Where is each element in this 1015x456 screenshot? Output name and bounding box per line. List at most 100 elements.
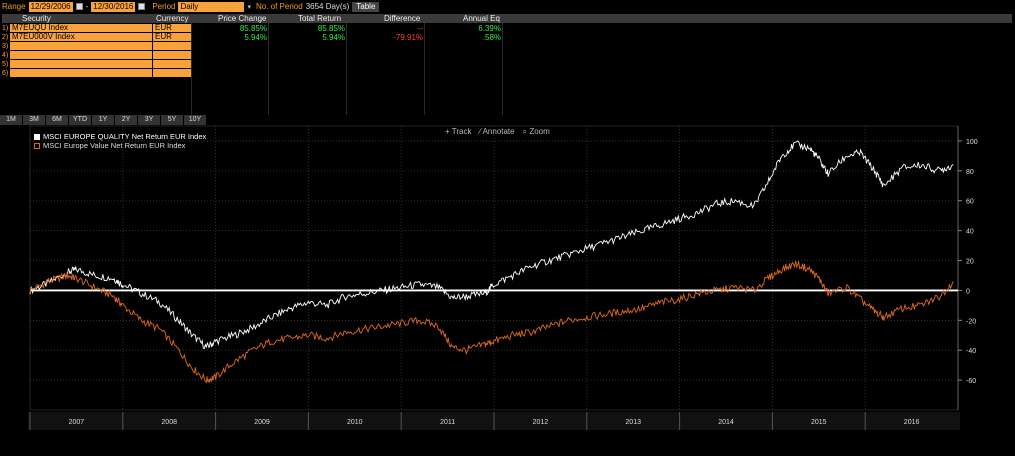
- x-tick-label: 2010: [347, 419, 363, 426]
- difference-value: --: [417, 24, 423, 33]
- period-10y-button[interactable]: 10Y: [184, 115, 206, 125]
- x-tick-label: 2015: [811, 419, 827, 426]
- currency-field[interactable]: [153, 51, 191, 59]
- table-row[interactable]: 2) M7EU000V Index EUR 5.94% 5.94% -79.91…: [2, 33, 1012, 43]
- y-tick-label: 80: [966, 169, 974, 176]
- legend-swatch: [34, 142, 40, 149]
- security-field[interactable]: [10, 60, 152, 68]
- range-dash: -: [85, 2, 89, 11]
- header-annual-eq: Annual Eq: [463, 14, 500, 23]
- total-return-value: 5.94%: [322, 33, 345, 42]
- chart-toolbar: + Track ⁄ Annotate ⌕ Zoom: [445, 127, 550, 137]
- series-line-value: [29, 260, 954, 384]
- currency-field[interactable]: [153, 69, 191, 77]
- period-6m-button[interactable]: 6M: [46, 115, 68, 125]
- pencil-icon: ⁄: [479, 127, 483, 136]
- period-select[interactable]: Daily: [178, 1, 245, 12]
- table-row[interactable]: 3): [2, 42, 1012, 51]
- calendar-icon[interactable]: [138, 3, 146, 10]
- security-field[interactable]: M7EUQU Index: [10, 24, 152, 32]
- header-currency: Currency: [156, 14, 189, 23]
- row-number: 3): [2, 43, 9, 50]
- x-tick-label: 2011: [440, 419, 455, 426]
- crosshair-icon: +: [445, 127, 452, 136]
- y-tick-label: -20: [966, 318, 976, 325]
- end-date-field[interactable]: 12/30/2016: [91, 1, 136, 12]
- zoom-label: Zoom: [529, 127, 550, 136]
- x-tick-label: 2012: [533, 419, 549, 426]
- legend-label: MSCI Europe Value Net Return EUR Index: [43, 141, 186, 150]
- track-button[interactable]: + Track: [445, 127, 471, 137]
- difference-value: -79.91%: [393, 33, 423, 42]
- period-3y-button[interactable]: 3Y: [138, 115, 160, 125]
- currency-field[interactable]: EUR: [153, 24, 191, 32]
- calendar-icon[interactable]: [75, 3, 83, 10]
- currency-field[interactable]: EUR: [153, 33, 191, 41]
- x-tick-label: 2008: [161, 419, 177, 426]
- table-row[interactable]: 1) M7EUQU Index EUR 85.85% 85.85% -- 6.3…: [2, 24, 1012, 34]
- annual-eq-value: .58%: [482, 33, 501, 42]
- period-1m-button[interactable]: 1M: [0, 115, 22, 125]
- currency-field[interactable]: [153, 60, 191, 68]
- track-label: Track: [451, 127, 472, 136]
- y-tick-label: 0: [966, 288, 970, 295]
- legend-item-value[interactable]: MSCI Europe Value Net Return EUR Index: [34, 141, 206, 150]
- y-tick-label: -60: [966, 378, 976, 385]
- x-tick-label: 2009: [254, 419, 270, 426]
- start-date-field[interactable]: 12/29/2006: [28, 1, 73, 12]
- table-row[interactable]: 5): [2, 60, 1012, 69]
- annotate-label: Annotate: [482, 127, 515, 136]
- legend-label: MSCI EUROPE QUALITY Net Return EUR Index: [43, 132, 207, 141]
- y-tick-label: 100: [966, 139, 978, 146]
- x-tick-label: 2007: [69, 419, 85, 426]
- x-tick-label: 2014: [718, 419, 734, 426]
- zoom-button[interactable]: ⌕ Zoom: [523, 127, 550, 137]
- period-2y-button[interactable]: 2Y: [115, 115, 137, 125]
- price-change-value: 5.94%: [244, 33, 267, 42]
- currency-field[interactable]: [153, 42, 191, 50]
- table-button[interactable]: Table: [352, 1, 380, 12]
- chart-legend: MSCI EUROPE QUALITY Net Return EUR Index…: [34, 132, 206, 150]
- securities-table: Security Currency Price Change Total Ret…: [2, 14, 1012, 116]
- security-field[interactable]: [10, 42, 152, 50]
- header-security: Security: [22, 14, 51, 23]
- x-tick-label: 2013: [625, 419, 641, 426]
- security-field[interactable]: [10, 51, 152, 59]
- table-header: Security Currency Price Change Total Ret…: [2, 14, 1012, 23]
- y-tick-label: -40: [966, 348, 976, 355]
- range-label: Range: [2, 2, 26, 11]
- magnifier-icon: ⌕: [522, 127, 530, 136]
- row-number: 4): [2, 52, 9, 59]
- period-5y-button[interactable]: 5Y: [161, 115, 183, 125]
- num-period-value: 3654 Day(s): [305, 2, 350, 11]
- legend-item-quality[interactable]: MSCI EUROPE QUALITY Net Return EUR Index: [34, 132, 206, 141]
- num-period-label: No. of Period: [255, 2, 303, 11]
- annual-eq-value: 6.39%: [478, 24, 501, 33]
- table-row[interactable]: 6): [2, 69, 1012, 78]
- row-number: 2): [2, 34, 9, 41]
- price-change-value: 85.85%: [239, 24, 267, 33]
- legend-swatch: [34, 133, 40, 140]
- period-1y-button[interactable]: 1Y: [92, 115, 114, 125]
- row-number: 1): [2, 25, 9, 32]
- security-field[interactable]: M7EU000V Index: [10, 33, 152, 41]
- table-row[interactable]: 4): [2, 51, 1012, 60]
- x-tick-label: 2016: [904, 419, 920, 426]
- row-number: 6): [2, 70, 9, 77]
- header-total-return: Total Return: [298, 14, 342, 23]
- security-field[interactable]: [10, 69, 152, 77]
- period-ytd-button[interactable]: YTD: [69, 115, 91, 125]
- period-label: Period: [152, 2, 176, 11]
- y-tick-label: 60: [966, 199, 974, 206]
- y-tick-label: 20: [966, 259, 974, 266]
- period-buttons: 1M 3M 6M YTD 1Y 2Y 3Y 5Y 10Y: [0, 115, 206, 126]
- top-bar: Range 12/29/2006 - 12/30/2016 Period Dai…: [0, 0, 1015, 13]
- period-3m-button[interactable]: 3M: [23, 115, 45, 125]
- series-line-quality: [29, 140, 954, 350]
- header-price-change: Price Change: [218, 14, 267, 23]
- annotate-button[interactable]: ⁄ Annotate: [479, 127, 514, 137]
- total-return-value: 85.85%: [317, 24, 345, 33]
- y-tick-label: 40: [966, 229, 974, 236]
- chevron-down-icon[interactable]: ▾: [247, 3, 251, 11]
